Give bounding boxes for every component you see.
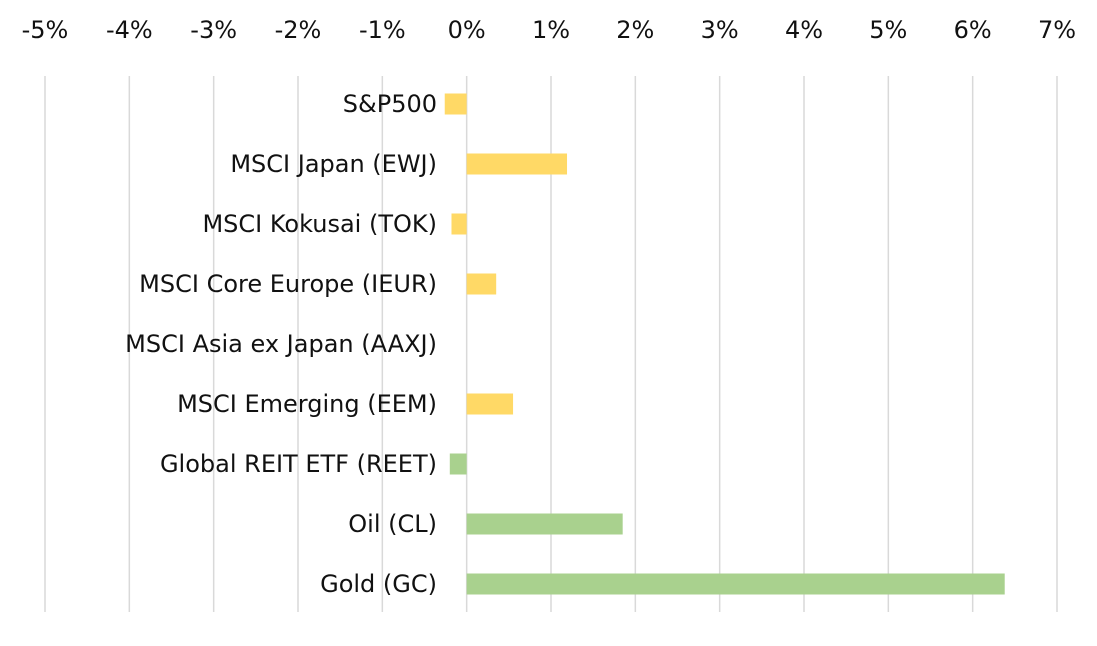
x-tick-label: 3% bbox=[701, 16, 739, 44]
x-tick-label: -5% bbox=[22, 16, 69, 44]
x-tick-label: -3% bbox=[190, 16, 237, 44]
x-tick-label: 4% bbox=[785, 16, 823, 44]
category-labels: S&P500 MSCI Japan (EWJ) MSCI Kokusai (TOK)… bbox=[125, 90, 437, 598]
bar bbox=[451, 213, 467, 235]
category-label: MSCI Emerging (EEM) bbox=[177, 390, 437, 418]
x-tick-label: 6% bbox=[954, 16, 992, 44]
category-label: MSCI Japan (EWJ) bbox=[230, 150, 437, 178]
bar bbox=[466, 273, 497, 295]
x-tick-label: 7% bbox=[1038, 16, 1076, 44]
bar bbox=[466, 513, 623, 535]
x-tick-label: 2% bbox=[616, 16, 654, 44]
category-label: MSCI Kokusai (TOK) bbox=[202, 210, 437, 238]
bar bbox=[449, 453, 467, 475]
category-label: MSCI Core Europe (IEUR) bbox=[139, 270, 437, 298]
x-axis-tick-labels: -5% -4% -3% -2% -1% 0% 1% 2% 3% 4% 5% 6% 7% bbox=[22, 16, 1076, 44]
bar bbox=[466, 393, 514, 415]
bar bbox=[444, 93, 467, 115]
x-tick-label: -2% bbox=[275, 16, 322, 44]
category-label: S&P500 bbox=[343, 90, 437, 118]
category-label: Global REIT ETF (REET) bbox=[160, 450, 437, 478]
x-tick-label: 5% bbox=[869, 16, 907, 44]
x-tick-label: -1% bbox=[359, 16, 406, 44]
bar bbox=[466, 153, 568, 175]
category-label: Gold (GC) bbox=[320, 570, 437, 598]
x-tick-label: 0% bbox=[448, 16, 486, 44]
category-label: MSCI Asia ex Japan (AAXJ) bbox=[125, 330, 437, 358]
category-label: Oil (CL) bbox=[348, 510, 437, 538]
bar bbox=[466, 573, 1005, 595]
x-tick-label: -4% bbox=[106, 16, 153, 44]
x-tick-label: 1% bbox=[532, 16, 570, 44]
bars bbox=[444, 93, 1005, 595]
